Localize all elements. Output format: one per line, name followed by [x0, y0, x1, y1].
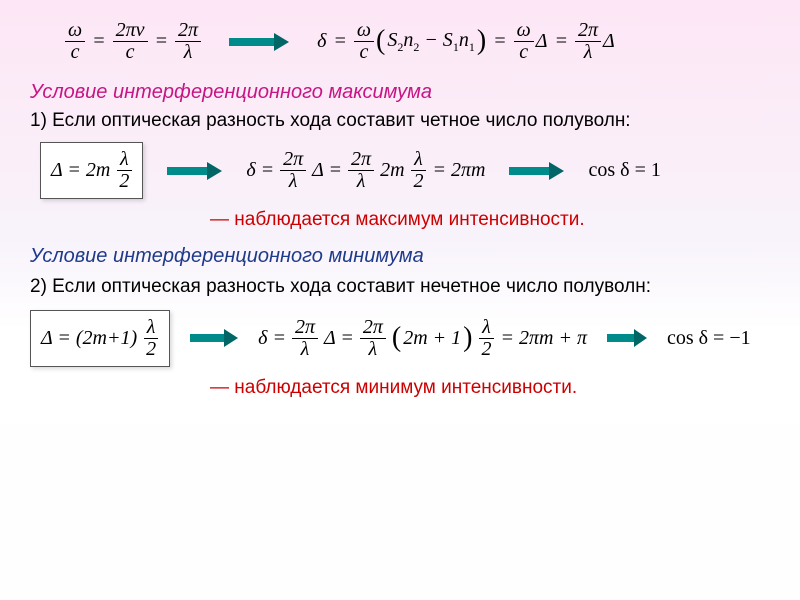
max-cos: cos δ = 1 [588, 159, 660, 182]
arrow-icon [607, 329, 647, 347]
top-right-eq: δ = ωc ( S2n2 − S1n1 ) = ωc Δ = 2πλ Δ [317, 20, 615, 63]
arrow-icon [229, 33, 289, 51]
min-note: — наблюдается минимум интенсивности. [210, 377, 770, 399]
min-cos: cos δ = −1 [667, 327, 751, 350]
max-box: Δ = 2m λ2 [40, 142, 143, 199]
top-eq-row: ωc = 2πνc = 2πλ δ = ωc ( S2n2 − S1n1 ) =… [65, 20, 770, 63]
max-note: — наблюдается максимум интенсивности. [210, 209, 770, 231]
max-heading: Условие интерференционного максимума [30, 81, 770, 104]
min-box: Δ = (2m+1) λ2 [30, 310, 170, 367]
min-middle-eq: δ = 2πλ Δ = 2πλ (2m + 1) λ2 = 2πm + π [258, 317, 587, 360]
arrow-icon [509, 162, 564, 180]
min-heading: Условие интерференционного минимума [30, 245, 770, 268]
arrow-icon [190, 329, 238, 347]
max-eq-row: Δ = 2m λ2 δ = 2πλ Δ = 2πλ 2m λ2 = 2πm co… [40, 142, 770, 199]
max-line1: 1) Если оптическая разность хода состави… [30, 110, 770, 132]
min-line1: 2) Если оптическая разность хода состави… [30, 274, 770, 300]
min-eq-row: Δ = (2m+1) λ2 δ = 2πλ Δ = 2πλ (2m + 1) λ… [30, 310, 770, 367]
arrow-icon [167, 162, 222, 180]
max-middle-eq: δ = 2πλ Δ = 2πλ 2m λ2 = 2πm [246, 149, 485, 192]
top-left-eq: ωc = 2πνc = 2πλ [65, 20, 201, 63]
